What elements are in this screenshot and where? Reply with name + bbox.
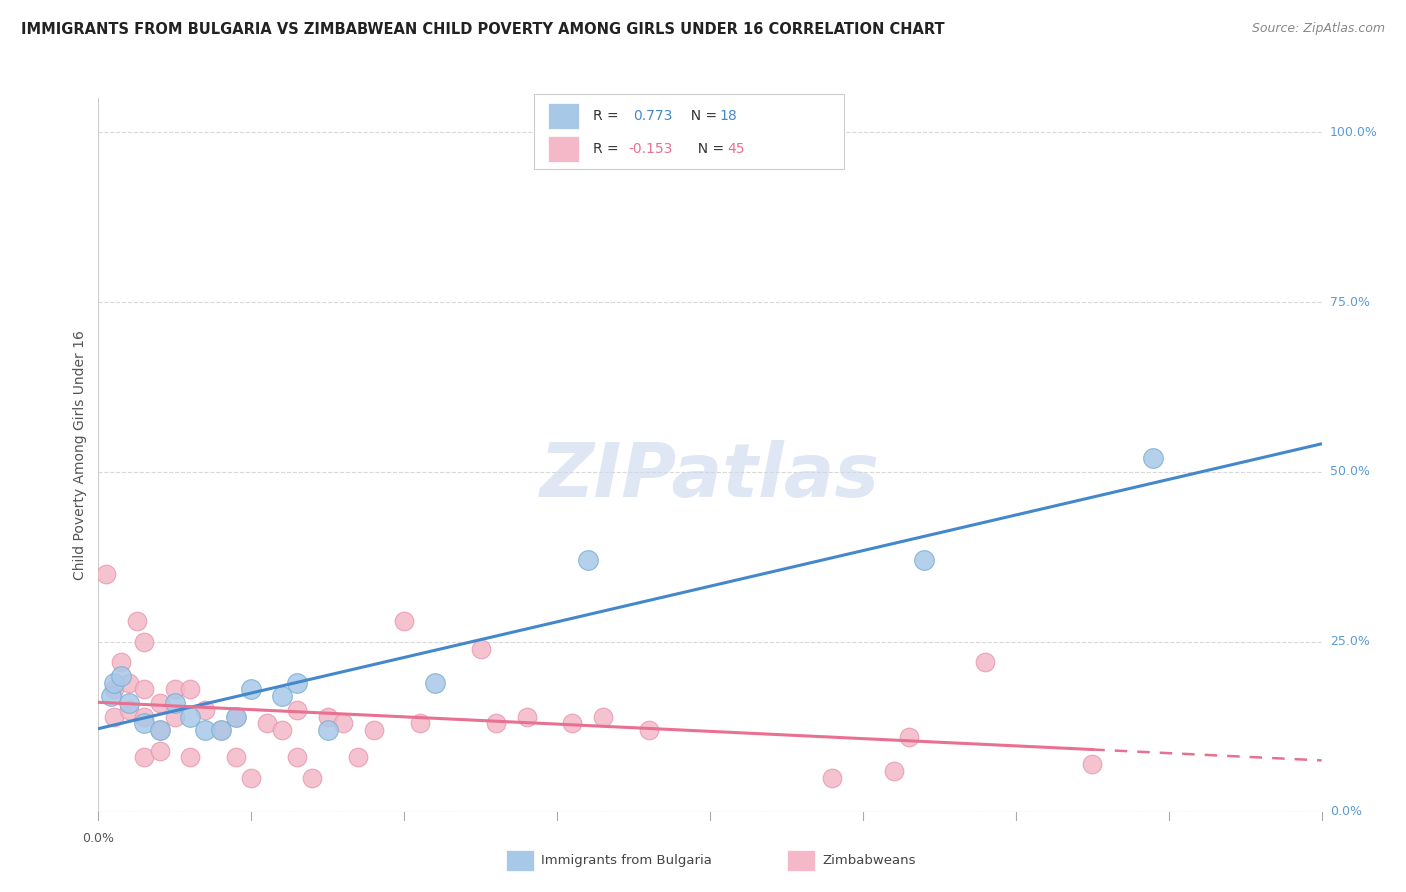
Point [179, 709, 201, 723]
Text: Source: ZipAtlas.com: Source: ZipAtlas.com [1251, 22, 1385, 36]
Point [134, 709, 156, 723]
Text: R =: R = [593, 142, 623, 156]
Point [225, 709, 247, 723]
Point [225, 750, 247, 764]
Point [149, 743, 172, 757]
Point [301, 771, 323, 785]
Text: Zimbabweans: Zimbabweans [823, 855, 917, 867]
Point [240, 771, 263, 785]
Point [408, 716, 430, 731]
Text: 45: 45 [727, 142, 744, 156]
Text: R =: R = [593, 109, 627, 123]
Text: 75.0%: 75.0% [1330, 295, 1369, 309]
Point [134, 716, 156, 731]
Point [194, 723, 217, 738]
Point [363, 723, 385, 738]
Point [149, 723, 172, 738]
Point [883, 764, 905, 778]
Point [149, 723, 172, 738]
Point [285, 703, 308, 717]
Text: N =: N = [689, 142, 728, 156]
Point [637, 723, 661, 738]
Point [103, 709, 125, 723]
Point [118, 696, 141, 710]
Point [110, 669, 132, 683]
Point [194, 703, 217, 717]
Point [163, 696, 186, 710]
Text: Immigrants from Bulgaria: Immigrants from Bulgaria [541, 855, 713, 867]
Point [821, 771, 844, 785]
Point [1081, 757, 1104, 772]
Y-axis label: Child Poverty Among Girls Under 16: Child Poverty Among Girls Under 16 [73, 330, 87, 580]
Text: 50.0%: 50.0% [1330, 466, 1369, 478]
Point [316, 723, 339, 738]
Point [516, 709, 538, 723]
Point [392, 615, 416, 629]
Point [347, 750, 370, 764]
Point [270, 723, 294, 738]
Text: IMMIGRANTS FROM BULGARIA VS ZIMBABWEAN CHILD POVERTY AMONG GIRLS UNDER 16 CORREL: IMMIGRANTS FROM BULGARIA VS ZIMBABWEAN C… [21, 22, 945, 37]
Point [163, 682, 186, 697]
Point [118, 675, 141, 690]
Text: 0.0%: 0.0% [1330, 805, 1362, 818]
Point [103, 675, 125, 690]
Point [974, 655, 997, 669]
Text: 18: 18 [720, 109, 738, 123]
Point [100, 689, 122, 703]
Point [179, 750, 201, 764]
Point [270, 689, 294, 703]
Point [103, 682, 125, 697]
Point [256, 716, 278, 731]
Point [912, 553, 935, 567]
Point [118, 703, 141, 717]
Point [134, 682, 156, 697]
Text: 100.0%: 100.0% [1330, 126, 1378, 138]
Point [163, 709, 186, 723]
Point [285, 750, 308, 764]
Point [94, 566, 117, 581]
Point [285, 675, 308, 690]
Point [592, 709, 614, 723]
Point [134, 635, 156, 649]
Text: 0.0%: 0.0% [83, 831, 114, 845]
Point [332, 716, 354, 731]
Point [209, 723, 232, 738]
Point [225, 709, 247, 723]
Point [1142, 451, 1164, 466]
Point [576, 553, 599, 567]
Text: 0.773: 0.773 [633, 109, 672, 123]
Point [240, 682, 263, 697]
Point [149, 696, 172, 710]
Text: ZIPatlas: ZIPatlas [540, 440, 880, 513]
Point [179, 682, 201, 697]
Point [209, 723, 232, 738]
Point [485, 716, 508, 731]
Point [897, 730, 920, 744]
Point [125, 615, 148, 629]
Point [470, 641, 492, 656]
Point [561, 716, 583, 731]
Point [316, 709, 339, 723]
Point [110, 655, 132, 669]
Text: -0.153: -0.153 [628, 142, 673, 156]
Text: N =: N = [682, 109, 721, 123]
Text: 25.0%: 25.0% [1330, 635, 1369, 648]
Point [134, 750, 156, 764]
Point [423, 675, 446, 690]
